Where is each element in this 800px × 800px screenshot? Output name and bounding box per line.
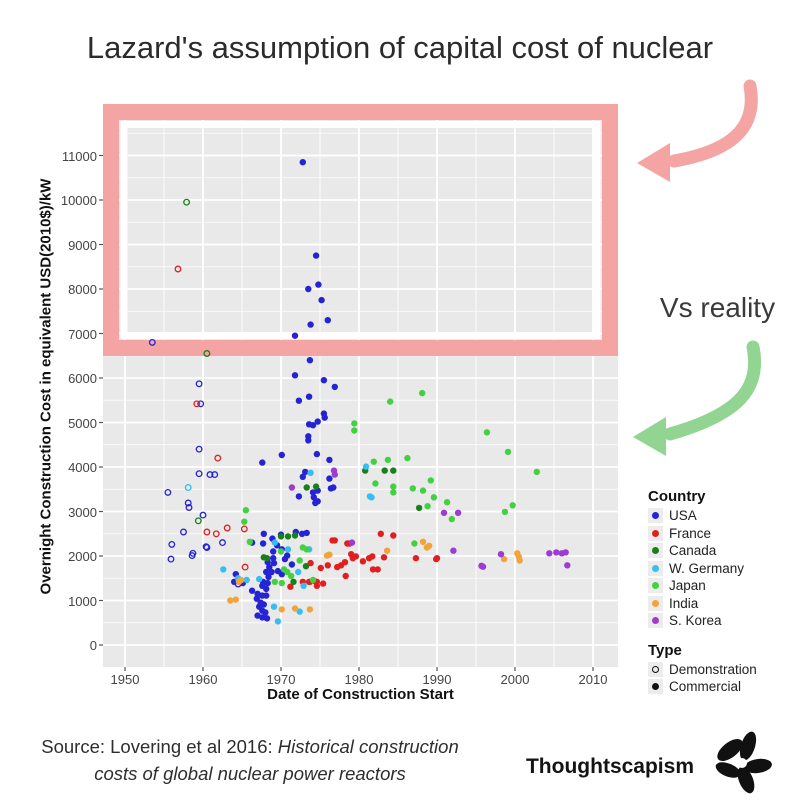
- legend-item-demonstration: Demonstration: [648, 661, 798, 679]
- legend-color-dot: [652, 582, 659, 590]
- flower-icon: [715, 731, 772, 794]
- legend-item-japan: Japan: [648, 577, 798, 595]
- legend-label: Japan: [669, 578, 706, 594]
- pink-arrow: [637, 79, 758, 182]
- legend-color-dot: [652, 547, 659, 555]
- legend-label: India: [669, 595, 699, 611]
- data-points: [148, 159, 571, 625]
- legend-item-usa: USA: [648, 507, 798, 525]
- vs-reality-annotation: Vs reality: [659, 292, 776, 323]
- legend-item-commercial: Commercial: [648, 678, 798, 696]
- y-tick-label: 7000: [68, 326, 97, 342]
- y-tick-label: 2000: [68, 549, 97, 564]
- y-tick-label: 6000: [68, 371, 97, 386]
- y-tick-label: 0: [89, 638, 97, 653]
- legend-color-dot: [652, 529, 659, 537]
- legend-key: [648, 543, 663, 559]
- y-tick-label: 1000: [68, 593, 97, 609]
- legend-type-items: Demonstration Commercial: [648, 661, 798, 696]
- legend-color-dot: [652, 564, 659, 572]
- legend-item-w-germany: W. Germany: [648, 560, 798, 578]
- legend-label: Commercial: [669, 679, 742, 695]
- legend-country-header: Country: [648, 488, 706, 505]
- y-tick-label: 4000: [68, 460, 97, 475]
- legend-color-dot: [652, 512, 659, 520]
- x-tick-label: 2000: [500, 672, 530, 687]
- legend-label: USA: [669, 508, 697, 524]
- legend-country-items: USA France Canada W. Germany Japan India S. Ko…: [648, 507, 798, 630]
- chart-legend: Country USA France Canada W. Germany Japan In…: [648, 486, 798, 696]
- legend-key: [648, 661, 663, 677]
- legend-key: [648, 525, 663, 541]
- x-tick-label: 1970: [266, 672, 296, 687]
- y-tick-label: 11000: [61, 148, 97, 164]
- legend-type-header: Type: [648, 641, 682, 659]
- x-tick-label: 1990: [422, 672, 452, 687]
- legend-color-dot: [652, 617, 659, 625]
- y-axis-title: Overnight Construction Cost in equivalen…: [37, 178, 55, 595]
- y-tick-label: 5000: [68, 415, 97, 431]
- legend-label: W. Germany: [669, 560, 745, 576]
- source-prefix: Source: Lovering et al 2016:: [41, 736, 278, 757]
- filled-circle-icon: [652, 683, 659, 691]
- legend-item-s-korea: S. Korea: [648, 612, 798, 630]
- x-tick-label: 1950: [110, 672, 140, 687]
- x-tick-label: 1960: [188, 672, 218, 687]
- legend-label: Canada: [669, 543, 717, 559]
- thoughtscapism-logo: Thoughtscapism: [526, 722, 782, 800]
- y-tick-label: 9000: [68, 237, 97, 253]
- x-axis-title: Date of Construction Start: [267, 686, 454, 703]
- y-tick-label: 8000: [68, 282, 97, 297]
- source-citation: Source: Lovering et al 2016: Historical …: [10, 733, 490, 787]
- y-tick-label: 10000: [60, 193, 97, 208]
- x-tick-label: 2010: [578, 672, 608, 687]
- lazard-highlight-frame: [103, 104, 618, 356]
- page-title: Lazard's assumption of capital cost of n…: [86, 30, 714, 65]
- source-italic-1: Historical construction: [277, 736, 459, 757]
- logo-text: Thoughtscapism: [525, 755, 694, 778]
- legend-key: [648, 578, 663, 594]
- legend-label: France: [669, 525, 712, 541]
- legend-key: [648, 508, 663, 524]
- legend-label: S. Korea: [669, 613, 722, 629]
- y-tick-label: 3000: [68, 504, 97, 520]
- legend-key: [648, 560, 663, 576]
- legend-item-france: France: [648, 525, 798, 543]
- legend-item-india: India: [648, 595, 798, 613]
- legend-key: [648, 679, 663, 695]
- open-circle-icon: [652, 665, 659, 673]
- legend-item-canada: Canada: [648, 542, 798, 560]
- axis-ticks: [99, 154, 594, 671]
- green-arrow: [633, 340, 762, 456]
- x-tick-label: 1980: [344, 672, 374, 687]
- legend-label: Demonstration: [669, 661, 757, 677]
- legend-color-dot: [652, 599, 659, 607]
- legend-key: [648, 595, 663, 611]
- legend-key: [648, 613, 663, 629]
- source-italic-2: costs of global nuclear power reactors: [94, 763, 406, 784]
